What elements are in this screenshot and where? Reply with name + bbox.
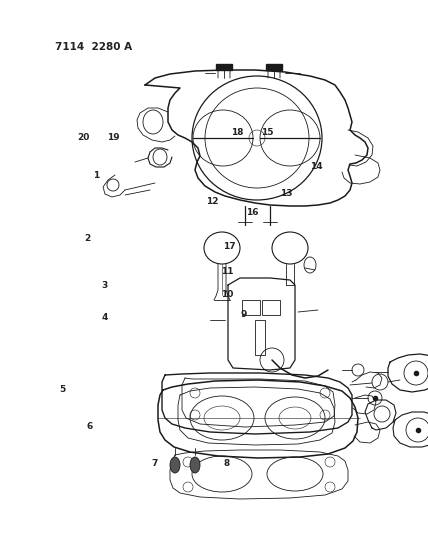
- Text: 17: 17: [223, 242, 235, 251]
- Text: 19: 19: [107, 133, 120, 142]
- Text: 7114  2280 A: 7114 2280 A: [55, 42, 132, 52]
- Text: 7: 7: [151, 459, 157, 468]
- Text: 14: 14: [310, 162, 323, 171]
- Bar: [242, 300, 260, 315]
- Text: 5: 5: [59, 385, 65, 393]
- Text: 15: 15: [261, 128, 274, 136]
- Text: 3: 3: [102, 281, 108, 289]
- Text: 13: 13: [280, 189, 293, 198]
- Text: 4: 4: [102, 313, 108, 321]
- Text: 12: 12: [205, 197, 218, 206]
- Bar: [216, 64, 232, 70]
- Ellipse shape: [190, 457, 200, 473]
- Ellipse shape: [170, 457, 180, 473]
- Text: 20: 20: [77, 133, 89, 142]
- Text: 6: 6: [87, 422, 93, 431]
- Bar: [266, 64, 282, 70]
- Text: 9: 9: [241, 310, 247, 319]
- Text: 8: 8: [224, 459, 230, 468]
- Text: 16: 16: [246, 208, 259, 216]
- Bar: [255, 320, 265, 355]
- Text: 1: 1: [93, 172, 99, 180]
- Text: 18: 18: [231, 128, 244, 136]
- Bar: [262, 300, 280, 315]
- Text: 10: 10: [221, 290, 233, 299]
- Text: 2: 2: [85, 235, 91, 243]
- Text: 11: 11: [220, 268, 233, 276]
